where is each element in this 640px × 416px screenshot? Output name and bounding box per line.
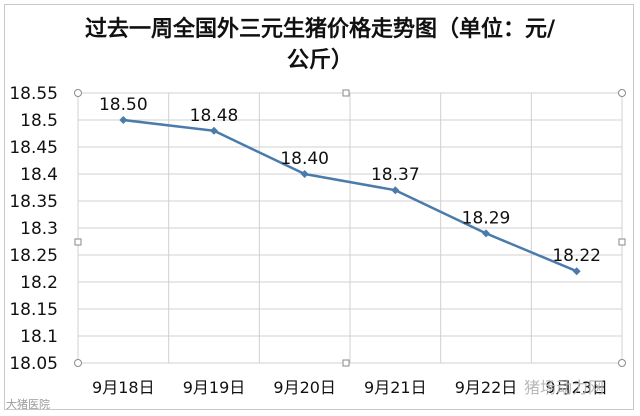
y-tick-label: 18.3 xyxy=(20,219,58,239)
y-tick-label: 18.15 xyxy=(9,300,58,320)
watermark-left: 大猪医院 xyxy=(6,398,50,411)
data-point xyxy=(482,229,490,238)
data-label: 18.48 xyxy=(190,106,239,126)
watermark-right: 猪场动力网 xyxy=(524,378,605,397)
y-tick-label: 18.05 xyxy=(9,354,58,374)
series-line xyxy=(123,118,578,273)
chart-title-line-2: 公斤） xyxy=(286,48,353,73)
data-point xyxy=(572,267,581,276)
resize-handle[interactable] xyxy=(74,238,82,246)
y-tick-label: 18.1 xyxy=(20,327,58,347)
chart-title-line-1: 过去一周全国外三元生猪价格走势图（单位：元/ xyxy=(84,17,556,42)
data-label: 18.40 xyxy=(280,149,329,169)
y-tick-label: 18.2 xyxy=(20,273,58,293)
data-point xyxy=(119,116,128,124)
data-label: 18.29 xyxy=(462,208,511,228)
data-point xyxy=(300,170,309,178)
y-tick-label: 18.55 xyxy=(9,84,58,104)
resize-handle[interactable] xyxy=(618,238,626,246)
resize-handle[interactable] xyxy=(74,359,82,367)
resize-handle[interactable] xyxy=(74,89,82,97)
x-tick-label: 9月19日 xyxy=(183,378,246,397)
x-tick-label: 9月18日 xyxy=(92,378,155,397)
x-tick-label: 9月23日 xyxy=(545,378,608,397)
resize-handle[interactable] xyxy=(342,359,350,367)
x-tick-label: 9月22日 xyxy=(455,378,518,397)
data-label: 18.37 xyxy=(371,165,420,185)
y-tick-label: 18.35 xyxy=(9,192,58,212)
x-tick-label: 9月21日 xyxy=(364,378,427,397)
data-label: 18.50 xyxy=(99,95,148,115)
y-tick-label: 18.25 xyxy=(9,246,58,266)
data-point xyxy=(391,186,400,195)
resize-handle[interactable] xyxy=(618,89,626,97)
y-tick-label: 18.5 xyxy=(20,111,58,131)
resize-handle[interactable] xyxy=(342,89,350,97)
data-label: 18.22 xyxy=(552,246,601,266)
chart-frame xyxy=(4,4,634,410)
data-point xyxy=(210,126,218,135)
resize-handle[interactable] xyxy=(618,359,626,367)
x-tick-label: 9月20日 xyxy=(273,378,336,397)
y-tick-label: 18.45 xyxy=(9,138,58,158)
y-tick-label: 18.4 xyxy=(20,165,58,185)
chart-title: 过去一周全国外三元生猪价格走势图（单位：元/ 公斤） xyxy=(0,14,640,76)
